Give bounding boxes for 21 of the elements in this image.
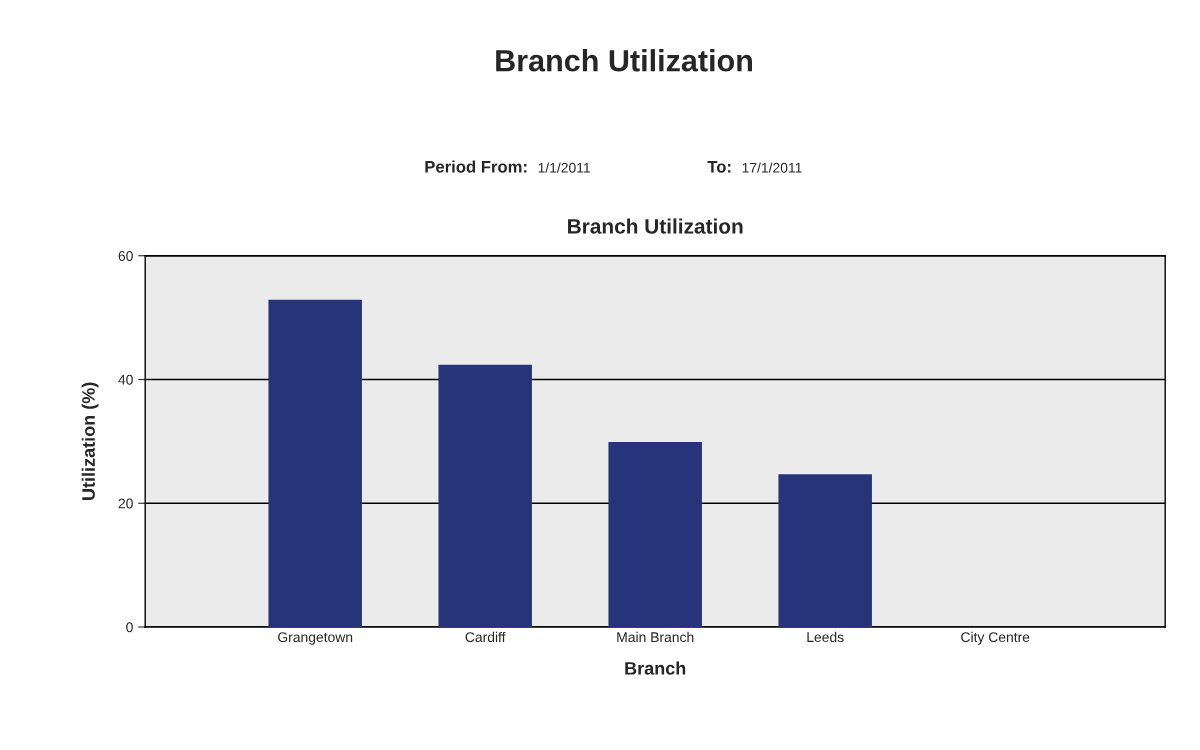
- x-tick-label: Grangetown: [278, 632, 353, 645]
- x-tick-label: Main Branch: [617, 631, 694, 643]
- chart-title: Branch Utilization: [496, 49, 752, 72]
- y-axis-title: Utilization (%): [81, 382, 99, 500]
- y-tick-label: 40: [118, 374, 133, 385]
- y-tick-label: 20: [118, 498, 133, 509]
- bar: [268, 299, 362, 627]
- chart-subtitle: Branch Utilization: [568, 218, 743, 234]
- bar: [438, 364, 532, 627]
- x-axis-title: Branch: [625, 661, 686, 675]
- y-tick-label: 0: [126, 622, 133, 633]
- bar: [778, 474, 872, 627]
- text: To:: [707, 161, 731, 173]
- text: 17/1/2011: [742, 162, 802, 173]
- text: 1/1/2011: [538, 162, 590, 173]
- bar: [608, 441, 702, 627]
- x-tick-label: City Centre: [961, 631, 1030, 645]
- x-tick-label: Leeds: [807, 631, 844, 643]
- text: Period From:: [425, 160, 527, 173]
- x-tick-label: Cardiff: [465, 631, 506, 643]
- y-tick-label: 60: [118, 251, 133, 261]
